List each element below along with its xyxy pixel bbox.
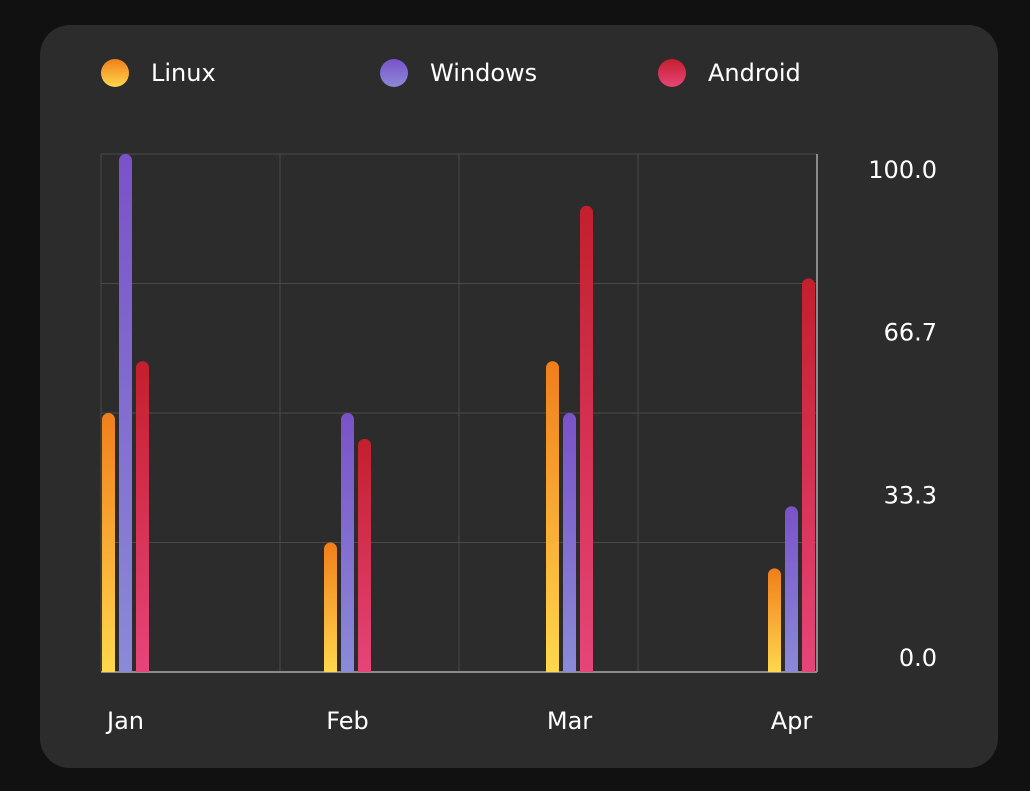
legend-item-windows[interactable]: Windows — [380, 58, 537, 88]
legend-item-android[interactable]: Android — [658, 58, 801, 88]
grid — [100, 153, 818, 673]
bar-linux-mar[interactable] — [546, 361, 559, 672]
y-tick-label: 100.0 — [868, 156, 937, 184]
bar-android-feb[interactable] — [358, 438, 371, 672]
bar-linux-apr[interactable] — [768, 568, 781, 672]
x-tick-label: Apr — [771, 707, 813, 735]
legend-label: Windows — [430, 59, 538, 87]
legend-label: Linux — [151, 59, 216, 87]
bars — [102, 154, 815, 672]
bar-windows-apr[interactable] — [785, 506, 798, 672]
y-tick-label: 0.0 — [899, 644, 937, 672]
bar-windows-mar[interactable] — [563, 413, 576, 672]
bar-android-apr[interactable] — [802, 278, 815, 672]
legend-label: Android — [708, 59, 801, 87]
y-tick-label: 66.7 — [884, 319, 937, 347]
x-tick-label: Jan — [105, 707, 144, 735]
bar-linux-jan[interactable] — [102, 413, 115, 672]
y-tick-label: 33.3 — [884, 481, 937, 509]
legend-dot-icon — [101, 59, 129, 87]
bar-android-mar[interactable] — [580, 205, 593, 672]
bar-windows-feb[interactable] — [341, 413, 354, 672]
bar-linux-feb[interactable] — [324, 542, 337, 673]
x-tick-label: Feb — [326, 707, 369, 735]
legend-dot-icon — [380, 59, 408, 87]
bar-android-jan[interactable] — [136, 361, 149, 672]
bar-windows-jan[interactable] — [119, 154, 132, 672]
chart-card: Linux Windows Android — [40, 25, 998, 768]
legend-item-linux[interactable]: Linux — [101, 58, 216, 88]
x-tick-label: Mar — [547, 707, 592, 735]
legend-dot-icon — [658, 59, 686, 87]
